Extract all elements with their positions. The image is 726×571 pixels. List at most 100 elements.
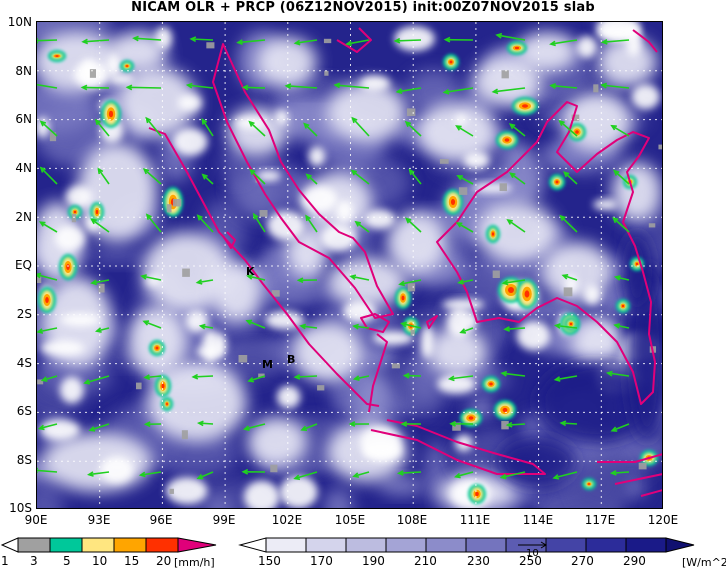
- wind-vector-head: [293, 39, 301, 46]
- prcp-unit: [mm/h]: [174, 556, 215, 569]
- wind-vector-head: [191, 373, 199, 380]
- wind-vector-head: [559, 420, 567, 427]
- wind-vector-head: [561, 273, 569, 280]
- olr-cloud-core: [60, 313, 101, 327]
- wind-vector-head: [509, 172, 516, 179]
- wind-vector-shaft: [354, 375, 370, 380]
- prcp-light-pixel: [499, 183, 507, 192]
- prcp-cell-core: [449, 60, 453, 64]
- wind-vector-shaft: [143, 168, 162, 185]
- wind-vector-shaft: [37, 83, 58, 89]
- wind-vector-shaft: [496, 34, 526, 41]
- prcp-light-pixel: [271, 290, 280, 297]
- wind-vector-head: [249, 168, 256, 176]
- wind-vector-shaft: [140, 471, 162, 476]
- prcp-cbar-lower-triangle: [0, 537, 19, 553]
- wind-vector-shaft: [301, 423, 318, 431]
- wind-vector-shaft: [294, 471, 318, 480]
- olr-cbar-segment: [305, 537, 347, 553]
- olr-cloud-core: [40, 340, 85, 356]
- wind-vector-head: [405, 217, 412, 224]
- wind-vector-head: [549, 83, 557, 89]
- wind-vector-head: [88, 426, 96, 432]
- precipitation-cells: [37, 38, 662, 504]
- prcp-light-pixel: [238, 354, 248, 363]
- olr-cloud-core: [300, 186, 338, 212]
- wind-vector-head: [453, 472, 461, 479]
- wind-vector-head: [248, 120, 255, 127]
- olr-cloud-core: [336, 199, 353, 222]
- prcp-cell-core: [401, 295, 405, 301]
- wind-vector-shaft: [456, 125, 474, 137]
- prcp-light-pixel: [172, 198, 182, 207]
- lat-label-6n: 6N: [15, 112, 32, 126]
- olr-cloud-core: [59, 376, 84, 404]
- olr-cbar-label-150: 150: [258, 554, 281, 568]
- wind-vector-head: [86, 471, 94, 477]
- prcp-light-pixel: [501, 421, 509, 430]
- wind-vector-head: [442, 88, 450, 95]
- site-label-m: M: [262, 358, 273, 371]
- wind-vector-shaft: [91, 279, 110, 284]
- olr-cloud-bright: [327, 257, 407, 307]
- prcp-light-pixel: [182, 268, 190, 277]
- wind-vector-head: [350, 169, 358, 176]
- wind-vector-head: [491, 88, 499, 95]
- wind-vector-head: [284, 83, 292, 90]
- olr-cloud-core: [40, 419, 81, 441]
- wind-vector-shaft: [88, 471, 110, 476]
- wind-vector-head: [354, 220, 361, 227]
- wind-vector-shaft: [455, 471, 474, 478]
- wind-vector-shaft: [197, 279, 214, 284]
- prcp-light-pixel: [439, 158, 449, 164]
- wind-vector-head: [39, 120, 47, 127]
- wind-vector-head: [348, 421, 356, 427]
- olr-cloud-core: [446, 307, 472, 338]
- prcp-light-pixel: [71, 213, 77, 223]
- map-panel[interactable]: K M B: [36, 21, 663, 509]
- wind-vector-shaft: [96, 327, 110, 332]
- olr-cbar-segment: [585, 537, 627, 553]
- olr-cloud-mid: [353, 372, 391, 430]
- prcp-cell-core: [125, 65, 129, 67]
- prcp-cbar-segment: [49, 537, 83, 553]
- prcp-cbar-label-5: 5: [63, 554, 71, 568]
- wind-vector-shaft: [456, 222, 474, 233]
- wind-vector-head: [145, 116, 152, 124]
- olr-cloud-mid: [87, 247, 148, 264]
- prcp-cbar-segment: [17, 537, 51, 553]
- wind-vector-shaft: [82, 86, 110, 89]
- olr-cloud-bright: [257, 37, 317, 87]
- olr-cloud-core: [576, 36, 598, 59]
- coastline: [368, 333, 388, 413]
- wind-vector-head: [447, 375, 455, 382]
- olr-cloud-mid: [522, 412, 550, 441]
- prcp-cbar-segment: [81, 537, 115, 553]
- wind-vector-shaft: [146, 214, 162, 233]
- coastline: [597, 453, 662, 497]
- prcp-cell-core: [587, 483, 591, 485]
- olr-cloud-core: [275, 109, 288, 126]
- olr-cloud-core: [454, 114, 468, 126]
- wind-vector-head: [37, 424, 45, 431]
- wind-vector-shaft: [40, 221, 58, 233]
- prcp-light-pixel: [49, 132, 57, 142]
- wind-vector-head: [563, 171, 570, 178]
- wind-vector-head: [610, 124, 617, 131]
- wind-vector-shaft: [39, 423, 58, 430]
- olr-cloud-bright: [417, 102, 497, 162]
- wind-vector-head: [142, 168, 150, 175]
- wind-vector-shaft: [295, 39, 318, 44]
- lat-label-2s: 2S: [16, 307, 32, 321]
- olr-cbar-segment: [545, 537, 587, 553]
- olr-cloud-core: [583, 284, 601, 305]
- coastline: [222, 231, 236, 249]
- wind-vector-head: [94, 327, 102, 333]
- map-canvas: [37, 22, 662, 508]
- prcp-light-pixel: [407, 283, 416, 292]
- prcp-light-pixel: [206, 42, 215, 49]
- coastline: [148, 127, 380, 407]
- lon-label-105e: 105E: [334, 513, 366, 527]
- prcp-light-pixel: [317, 385, 325, 391]
- prcp-cbar-segment: [145, 537, 179, 553]
